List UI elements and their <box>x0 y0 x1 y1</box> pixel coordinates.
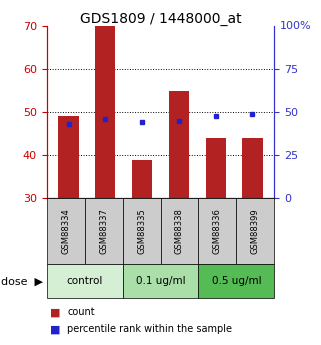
Text: 0.1 ug/ml: 0.1 ug/ml <box>136 276 185 286</box>
Text: GSM88335: GSM88335 <box>137 208 146 254</box>
Text: dose  ▶: dose ▶ <box>1 276 43 286</box>
Bar <box>205 138 226 198</box>
Text: GSM88336: GSM88336 <box>213 208 222 254</box>
Text: ■: ■ <box>50 325 60 334</box>
Text: control: control <box>66 276 103 286</box>
Bar <box>58 117 79 198</box>
Bar <box>242 138 263 198</box>
Text: GSM88399: GSM88399 <box>251 208 260 254</box>
Text: 0.5 ug/ml: 0.5 ug/ml <box>212 276 261 286</box>
Bar <box>169 90 189 198</box>
Text: percentile rank within the sample: percentile rank within the sample <box>67 325 232 334</box>
Text: GSM88338: GSM88338 <box>175 208 184 254</box>
Text: count: count <box>67 307 95 317</box>
Text: ■: ■ <box>50 307 60 317</box>
Text: 100%: 100% <box>280 21 312 31</box>
Text: GSM88337: GSM88337 <box>99 208 108 254</box>
Bar <box>95 26 116 198</box>
Bar <box>132 159 152 198</box>
Text: GDS1809 / 1448000_at: GDS1809 / 1448000_at <box>80 12 241 26</box>
Text: GSM88334: GSM88334 <box>61 208 70 254</box>
